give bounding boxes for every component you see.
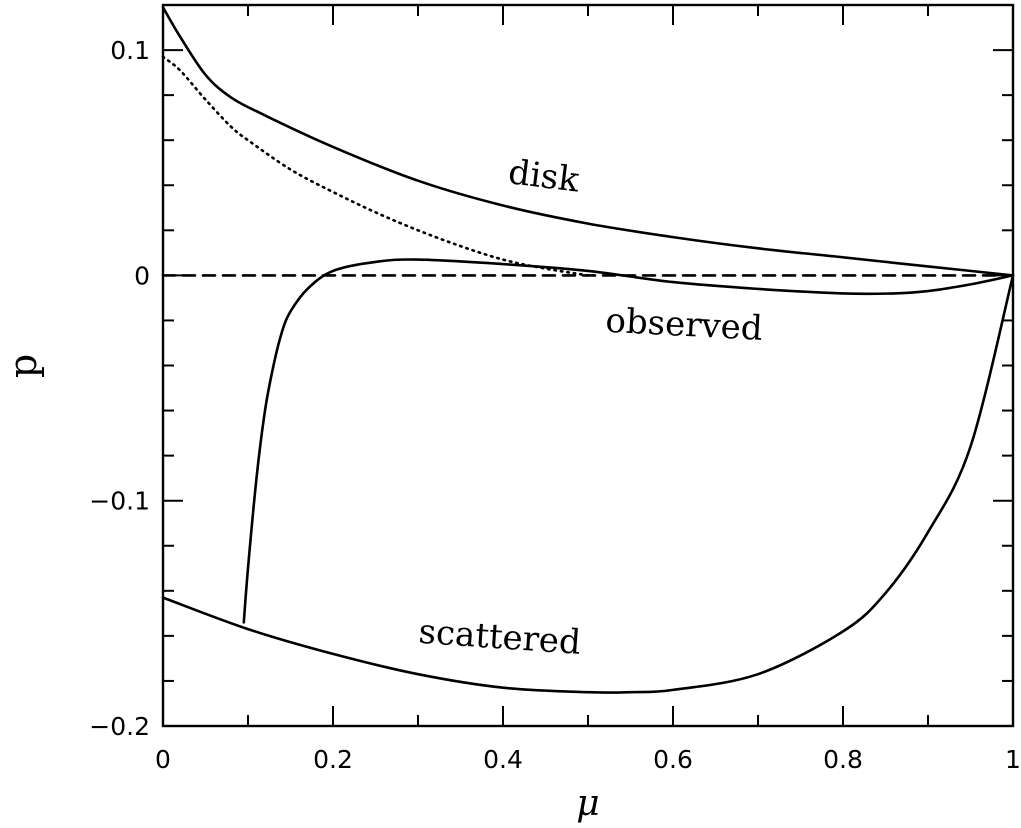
series-line-observed [242,258,1015,624]
x-tick-label: 0.4 [483,745,523,774]
series-line-dotted-3 [161,55,590,277]
y-tick-labels: −0.2 −0.1 0 0.1 [89,36,150,741]
x-tick-label: 1 [1005,745,1021,774]
y-tick-label: −0.2 [89,712,150,741]
curve-label-scattered: scattered [417,612,582,663]
y-tick-label: 0.1 [110,36,150,65]
y-axis-label: p [1,354,45,378]
series-line-disk [161,6,1015,277]
x-tick-label: 0.2 [313,745,353,774]
series-layer [161,6,1015,694]
curve-label-disk: disk [506,152,581,200]
plot-frame [161,3,1015,728]
series-line-scattered [161,274,1015,694]
y-tick-label: −0.1 [89,487,150,516]
x-axis-label: μ [576,783,599,824]
x-tick-label: 0.6 [653,745,693,774]
annotation-layer: disk observed scattered [417,152,763,663]
x-tick-label: 0.8 [823,745,863,774]
x-tick-labels: 0 0.2 0.4 0.6 0.8 1 [155,745,1021,774]
y-tick-label: 0 [134,261,150,290]
x-tick-label: 0 [155,745,171,774]
curve-label-observed: observed [605,301,764,349]
ticks [162,4,1014,727]
